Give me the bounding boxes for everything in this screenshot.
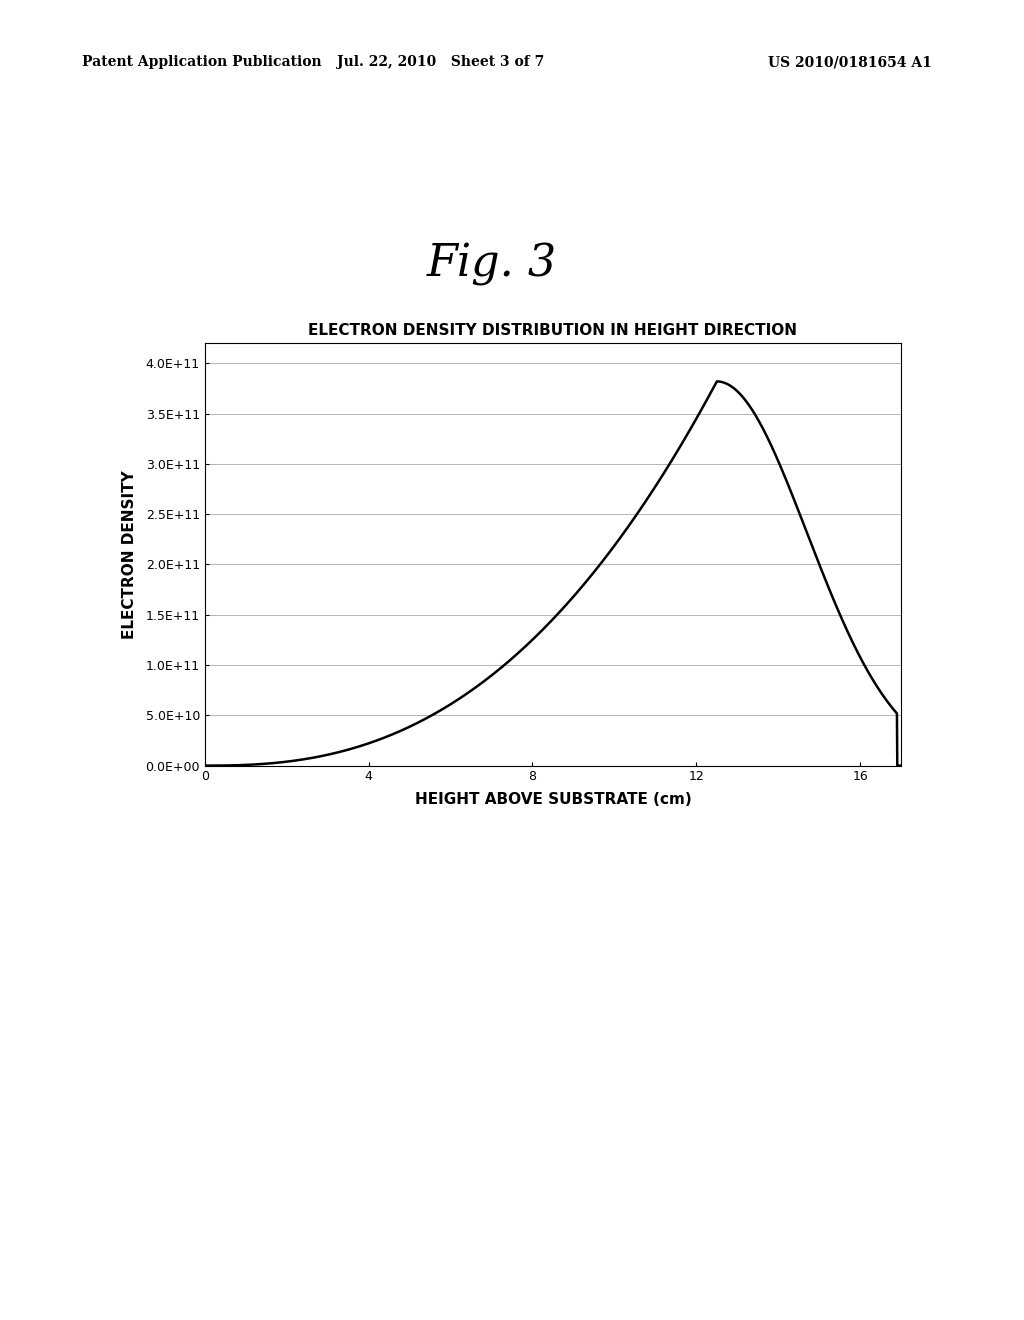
Text: Jul. 22, 2010   Sheet 3 of 7: Jul. 22, 2010 Sheet 3 of 7 <box>337 55 544 70</box>
Title: ELECTRON DENSITY DISTRIBUTION IN HEIGHT DIRECTION: ELECTRON DENSITY DISTRIBUTION IN HEIGHT … <box>308 323 798 338</box>
Text: Patent Application Publication: Patent Application Publication <box>82 55 322 70</box>
Text: Fig. 3: Fig. 3 <box>426 243 557 285</box>
Y-axis label: ELECTRON DENSITY: ELECTRON DENSITY <box>122 470 137 639</box>
Text: US 2010/0181654 A1: US 2010/0181654 A1 <box>768 55 932 70</box>
X-axis label: HEIGHT ABOVE SUBSTRATE (cm): HEIGHT ABOVE SUBSTRATE (cm) <box>415 792 691 807</box>
